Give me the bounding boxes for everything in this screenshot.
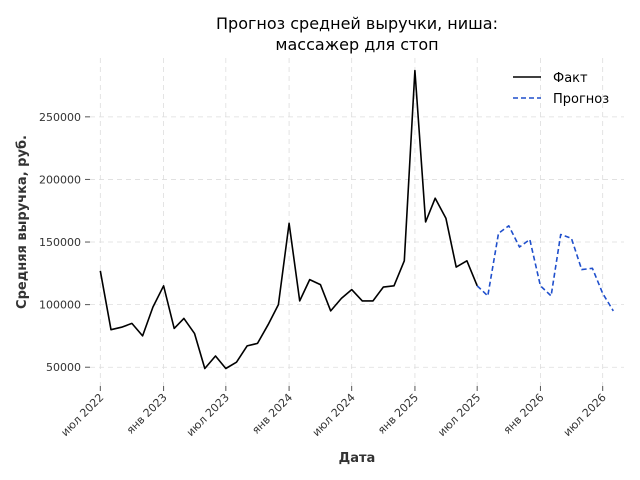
- y-tick-label: 100000: [39, 299, 81, 312]
- y-tick-label: 50000: [46, 361, 81, 374]
- x-tick-label: июл 2023: [184, 391, 232, 439]
- x-tick-label: июл 2026: [561, 391, 609, 439]
- x-tick-label: июл 2024: [310, 391, 358, 439]
- series-line-fact: [99, 69, 478, 370]
- x-tick-label: июл 2022: [58, 391, 106, 439]
- chart-title-line-2: массажер для стоп: [275, 35, 438, 54]
- x-axis-ticks: июл 2022 янв 2023 июл 2023 янв 2024 июл 2024…: [58, 386, 609, 439]
- x-tick-label: янв 2026: [501, 391, 547, 437]
- x-tick-label: янв 2024: [249, 391, 295, 437]
- y-tick-label: 150000: [39, 236, 81, 249]
- x-axis-label: Дата: [339, 451, 376, 466]
- y-tick-label: 250000: [39, 111, 81, 124]
- y-tick-label: 200000: [39, 173, 81, 186]
- x-tick-label: июл 2025: [435, 391, 483, 439]
- legend-label: Прогноз: [553, 92, 609, 107]
- x-tick-label: янв 2025: [375, 391, 421, 437]
- legend: Факт Прогноз: [513, 71, 609, 107]
- y-axis-ticks: 50000 100000 150000 200000 250000: [39, 111, 90, 374]
- x-tick-label: янв 2023: [124, 391, 170, 437]
- chart-title-line-1: Прогноз средней выручки, ниша:: [216, 14, 498, 33]
- y-axis-label: Средняя выручка, руб.: [15, 135, 30, 309]
- legend-label: Факт: [553, 71, 588, 86]
- grid: [90, 58, 624, 386]
- series-layer: [99, 69, 614, 370]
- series-line-forecast: [476, 225, 614, 312]
